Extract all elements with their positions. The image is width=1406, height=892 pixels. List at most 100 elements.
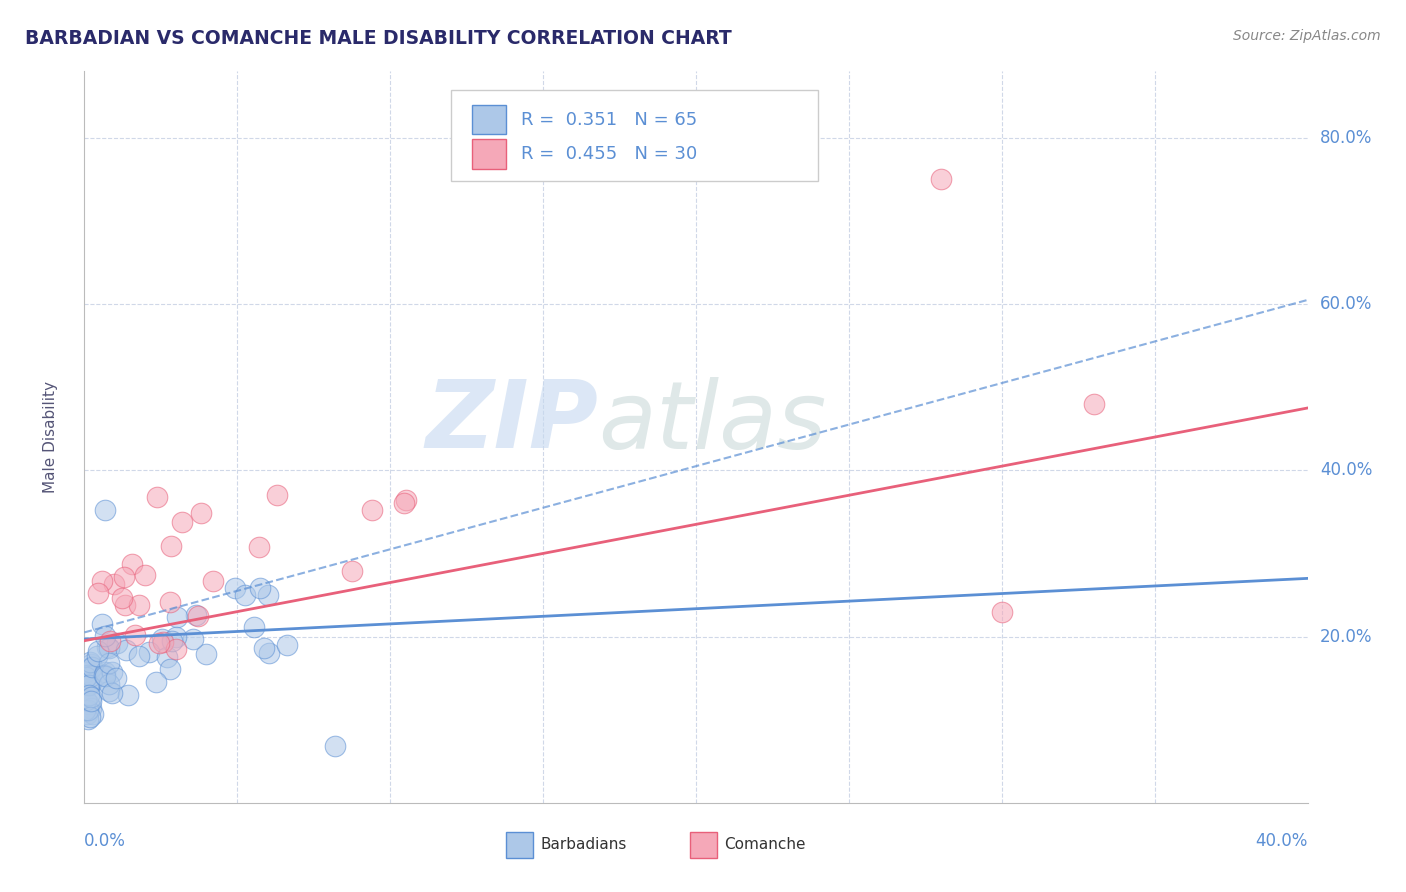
Point — [991, 605, 1014, 619]
Text: 60.0%: 60.0% — [1320, 295, 1372, 313]
FancyBboxPatch shape — [451, 90, 818, 181]
Point — [159, 595, 181, 609]
Point — [79, 710, 101, 724]
Point — [105, 636, 128, 650]
Text: atlas: atlas — [598, 377, 827, 468]
Point — [86, 649, 108, 664]
Text: ZIP: ZIP — [425, 376, 598, 468]
Point — [94, 669, 117, 683]
Point — [77, 678, 100, 692]
Text: 80.0%: 80.0% — [1320, 128, 1372, 147]
Point — [190, 506, 212, 520]
Text: Comanche: Comanche — [724, 837, 806, 852]
Point — [90, 617, 112, 632]
Point — [80, 690, 103, 705]
Text: Male Disability: Male Disability — [42, 381, 58, 493]
Point — [233, 588, 256, 602]
Text: BARBADIAN VS COMANCHE MALE DISABILITY CORRELATION CHART: BARBADIAN VS COMANCHE MALE DISABILITY CO… — [25, 29, 733, 47]
Point — [94, 665, 117, 679]
Point — [124, 628, 146, 642]
Point — [114, 598, 136, 612]
Point — [128, 648, 150, 663]
Point — [76, 712, 98, 726]
Point — [98, 684, 121, 698]
Point — [77, 677, 100, 691]
Point — [80, 694, 103, 708]
Point — [361, 502, 384, 516]
Point — [323, 739, 346, 754]
Point — [98, 656, 121, 670]
Point — [79, 655, 101, 669]
Point — [87, 644, 110, 658]
Point — [257, 588, 280, 602]
Point — [80, 675, 103, 690]
Point — [266, 488, 288, 502]
Point — [121, 557, 143, 571]
Point — [112, 570, 135, 584]
Point — [187, 609, 209, 624]
Point — [276, 639, 298, 653]
Text: 0.0%: 0.0% — [84, 832, 127, 850]
Point — [82, 660, 104, 674]
Point — [156, 650, 179, 665]
Point — [150, 632, 173, 646]
Point — [249, 581, 271, 595]
Point — [76, 707, 98, 722]
Point — [165, 642, 187, 657]
Text: Barbadians: Barbadians — [541, 837, 627, 852]
Point — [105, 671, 128, 685]
Point — [165, 630, 187, 644]
Point — [929, 172, 952, 186]
Text: 40.0%: 40.0% — [1320, 461, 1372, 479]
Text: 40.0%: 40.0% — [1256, 832, 1308, 850]
Point — [247, 540, 270, 554]
Point — [115, 643, 138, 657]
Bar — [472, 139, 506, 169]
Point — [77, 678, 100, 692]
Point — [194, 648, 217, 662]
Point — [110, 591, 132, 605]
Text: 20.0%: 20.0% — [1320, 628, 1372, 646]
Point — [75, 693, 97, 707]
Bar — [690, 832, 717, 858]
Point — [90, 574, 112, 589]
Point — [138, 645, 160, 659]
Point — [186, 607, 208, 622]
Point — [86, 586, 108, 600]
Point — [98, 677, 121, 691]
Point — [93, 668, 115, 682]
Point — [75, 665, 97, 679]
Point — [159, 662, 181, 676]
Point — [94, 502, 117, 516]
Point — [257, 646, 280, 660]
Point — [79, 698, 101, 712]
Point — [103, 577, 125, 591]
Text: Source: ZipAtlas.com: Source: ZipAtlas.com — [1233, 29, 1381, 43]
Text: R =  0.351   N = 65: R = 0.351 N = 65 — [522, 111, 697, 128]
Point — [77, 689, 100, 703]
Point — [146, 490, 169, 504]
Point — [100, 665, 122, 679]
Point — [80, 669, 103, 683]
Point — [98, 633, 121, 648]
Point — [166, 609, 188, 624]
Point — [160, 634, 183, 648]
Point — [77, 673, 100, 688]
Point — [101, 686, 124, 700]
Point — [170, 515, 193, 529]
Point — [79, 657, 101, 672]
Point — [98, 641, 121, 656]
Point — [117, 688, 139, 702]
Point — [340, 564, 363, 578]
Point — [128, 598, 150, 612]
Point — [82, 706, 104, 721]
Point — [159, 539, 181, 553]
Bar — [472, 105, 506, 135]
Point — [77, 703, 100, 717]
Point — [392, 496, 415, 510]
Point — [183, 632, 205, 646]
Point — [80, 660, 103, 674]
Point — [224, 581, 246, 595]
Point — [201, 574, 224, 588]
Point — [253, 641, 276, 656]
